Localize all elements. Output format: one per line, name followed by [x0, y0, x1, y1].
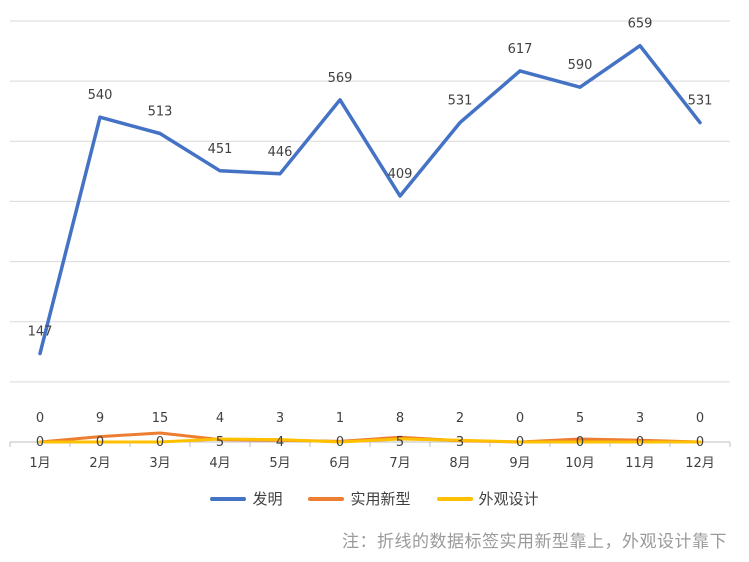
gridlines — [10, 20, 730, 383]
data-label-design: 5 — [216, 435, 224, 450]
data-label-utility-model: 15 — [152, 411, 169, 426]
legend: 发明 实用新型 外观设计 — [0, 488, 749, 509]
data-label-invention: 446 — [268, 145, 293, 160]
series-line-design — [38, 437, 702, 444]
legend-item-design[interactable]: 外观设计 — [436, 488, 539, 509]
data-label-utility-model: 9 — [96, 411, 104, 426]
data-label-design: 0 — [156, 435, 164, 450]
data-label-design: 5 — [396, 435, 404, 450]
data-label-invention: 531 — [688, 94, 713, 109]
data-label-invention: 617 — [508, 42, 533, 57]
x-tick-label: 10月 — [565, 456, 595, 471]
series-line-invention — [38, 43, 702, 356]
data-label-invention: 147 — [28, 325, 53, 340]
data-label-invention: 659 — [628, 17, 653, 32]
data-label-invention: 540 — [88, 88, 113, 103]
x-tick-label: 7月 — [389, 456, 410, 471]
data-label-utility-model: 3 — [636, 411, 644, 426]
data-label-invention: 513 — [148, 104, 173, 119]
data-label-design: 0 — [696, 435, 704, 450]
data-label-utility-model: 3 — [276, 411, 284, 426]
legend-label-design: 外观设计 — [478, 490, 539, 508]
data-label-design: 0 — [636, 435, 644, 450]
legend-label-invention: 发明 — [252, 490, 283, 508]
legend-item-utility-model[interactable]: 实用新型 — [308, 488, 411, 509]
x-tick-label: 5月 — [269, 456, 290, 471]
x-tick-label: 4月 — [209, 456, 230, 471]
data-label-design: 0 — [516, 435, 524, 450]
data-label-utility-model: 8 — [396, 411, 404, 426]
x-tick-label: 2月 — [89, 456, 110, 471]
x-tick-label: 12月 — [685, 456, 715, 471]
series-lines — [38, 43, 702, 444]
data-label-invention: 451 — [208, 142, 233, 157]
legend-swatch-invention — [210, 496, 247, 501]
data-label-invention: 409 — [388, 167, 413, 182]
data-label-invention: 531 — [448, 94, 473, 109]
chart-footnote: 注：折线的数据标签实用新型靠上，外观设计靠下 — [342, 532, 727, 552]
x-tick-label: 9月 — [509, 456, 530, 471]
data-label-utility-model: 4 — [216, 411, 224, 426]
data-label-design: 0 — [336, 435, 344, 450]
data-label-design: 0 — [576, 435, 584, 450]
data-label-invention: 590 — [568, 58, 593, 73]
x-tick-label: 8月 — [449, 456, 470, 471]
x-tick-label: 1月 — [29, 456, 50, 471]
legend-swatch-design — [436, 496, 473, 501]
data-label-invention: 569 — [328, 71, 353, 86]
legend-label-utility-model: 实用新型 — [350, 490, 411, 508]
data-label-design: 0 — [96, 435, 104, 450]
data-label-utility-model: 0 — [696, 411, 704, 426]
data-label-utility-model: 2 — [456, 411, 464, 426]
data-label-design: 4 — [276, 435, 284, 450]
data-label-utility-model: 5 — [576, 411, 584, 426]
legend-item-invention[interactable]: 发明 — [210, 488, 282, 509]
x-tick-label: 3月 — [149, 456, 170, 471]
x-tick-labels: 1月 2月 3月 4月 5月 6月 7月 8月 9月 10月 11月 12月 — [9, 442, 731, 471]
data-label-design: 3 — [456, 435, 464, 450]
data-label-utility-model: 0 — [36, 411, 44, 426]
data-label-utility-model: 1 — [336, 411, 344, 426]
x-tick-label: 6月 — [329, 456, 350, 471]
data-label-utility-model: 0 — [516, 411, 524, 426]
data-label-design: 0 — [36, 435, 44, 450]
legend-swatch-utility-model — [308, 496, 345, 501]
x-tick-label: 11月 — [625, 456, 655, 471]
